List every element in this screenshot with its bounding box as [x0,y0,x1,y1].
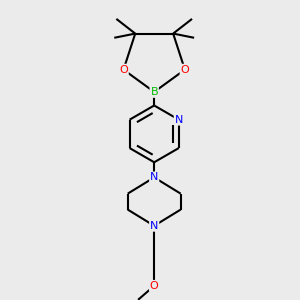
Text: N: N [175,115,183,125]
Text: O: O [150,281,159,291]
Text: B: B [150,87,158,97]
Text: N: N [150,221,158,231]
Text: O: O [119,64,128,75]
Text: N: N [150,172,158,182]
Text: O: O [181,64,189,75]
